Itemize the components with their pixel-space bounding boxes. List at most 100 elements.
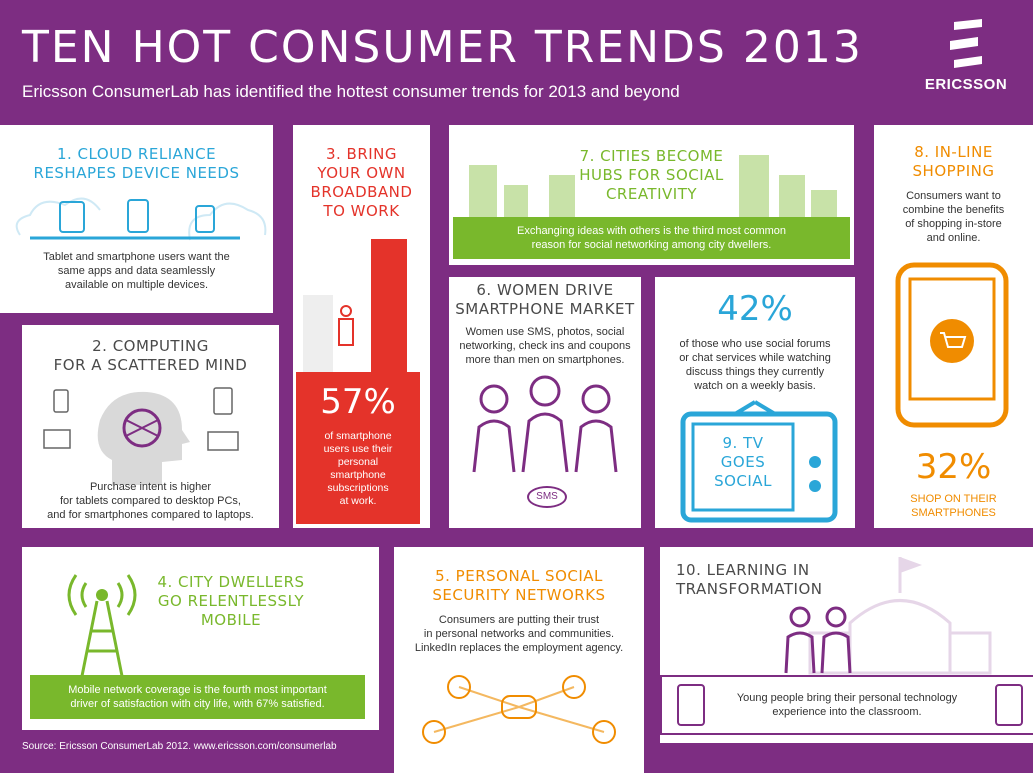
ericsson-logo-icon bbox=[950, 19, 982, 68]
trend-8-title: 8. IN-LINE SHOPPING bbox=[874, 143, 1033, 181]
trend-5-title: 5. PERSONAL SOCIAL SECURITY NETWORKS bbox=[394, 567, 644, 605]
trend-9-body-line: watch on a weekly basis. bbox=[694, 380, 816, 392]
tablet-icon bbox=[677, 684, 705, 726]
social-network-icon bbox=[422, 675, 616, 744]
trend-9-title-line: SOCIAL bbox=[714, 472, 772, 490]
trend-3-stat-line: smartphone bbox=[330, 469, 386, 481]
trend-5-body: Consumers are putting their trust in per… bbox=[394, 613, 644, 655]
trend-3-title-line: 3. BRING bbox=[325, 145, 398, 163]
tv-icon bbox=[680, 400, 838, 523]
trend-8-stat-line: SMARTPHONES bbox=[911, 507, 996, 519]
trend-7-title-line: HUBS FOR SOCIAL bbox=[579, 166, 724, 184]
cell-tower-icon bbox=[67, 574, 137, 677]
trend-9-body: of those who use social forums or chat s… bbox=[655, 337, 855, 393]
trend-8-stat-text: SHOP ON THEIR SMARTPHONES bbox=[874, 492, 1033, 520]
trend-1-card: 1. CLOUD RELIANCE RESHAPES DEVICE NEEDS … bbox=[0, 125, 273, 313]
trend-8-stat-line: SHOP ON THEIR bbox=[910, 493, 997, 505]
trend-3-title: 3. BRING YOUR OWN BROADBAND TO WORK bbox=[293, 145, 430, 221]
trend-2-title: 2. COMPUTING FOR A SCATTERED MIND bbox=[22, 337, 279, 375]
trend-7-title-line: 7. CITIES BECOME bbox=[579, 147, 724, 165]
trend-8-body-line: Consumers want to bbox=[906, 190, 1001, 202]
trend-3-title-line: BROADBAND bbox=[310, 183, 413, 201]
trend-1-title-line: 1. CLOUD RELIANCE bbox=[56, 145, 217, 163]
office-building-icon bbox=[303, 239, 407, 375]
trend-3-stat: 57% bbox=[320, 382, 396, 422]
trend-6-body-line: Women use SMS, photos, social bbox=[465, 326, 625, 338]
trend-6-title-line: SMARTPHONE MARKET bbox=[455, 300, 635, 318]
trend-2-body: Purchase intent is higher for tablets co… bbox=[22, 480, 279, 522]
trend-8-body: Consumers want to combine the benefits o… bbox=[874, 189, 1033, 245]
head-network-icon bbox=[43, 387, 239, 485]
trend-5-title-line: 5. PERSONAL SOCIAL bbox=[435, 567, 603, 585]
trend-4-card: 4. CITY DWELLERS GO RELENTLESSLY MOBILE … bbox=[22, 547, 379, 730]
trend-5-card: 5. PERSONAL SOCIAL SECURITY NETWORKS Con… bbox=[394, 547, 644, 773]
trend-3-stat-line: users use their bbox=[323, 443, 393, 455]
trend-10-body-banner: Young people bring their personal techno… bbox=[660, 675, 1033, 735]
shopping-phone-icon bbox=[895, 262, 1009, 428]
trend-7-body-line: reason for social networking among city … bbox=[531, 239, 772, 251]
trend-3-stat-box: 57% of smartphone users use their person… bbox=[296, 372, 420, 524]
trend-4-body: Mobile network coverage is the fourth mo… bbox=[30, 683, 365, 711]
trend-9-body-line: discuss things they currently bbox=[685, 366, 825, 378]
trend-3-stat-line: subscriptions bbox=[327, 482, 389, 494]
trend-10-body-line: Young people bring their personal techno… bbox=[736, 692, 958, 704]
trend-10-body-line: experience into the classroom. bbox=[772, 706, 922, 718]
trend-5-body-line: Consumers are putting their trust bbox=[438, 614, 600, 626]
trend-9-stat: 42% bbox=[717, 289, 793, 329]
trend-5-body-line: in personal networks and communities. bbox=[423, 628, 615, 640]
trend-4-title-line: MOBILE bbox=[200, 611, 262, 629]
trend-7-title: 7. CITIES BECOME HUBS FOR SOCIAL CREATIV… bbox=[449, 147, 854, 204]
trend-9-body-line: of those who use social forums bbox=[679, 338, 831, 350]
trend-10-body: Young people bring their personal techno… bbox=[702, 691, 992, 719]
trend-1-body-line: Tablet and smartphone users want the bbox=[43, 251, 230, 263]
trend-4-title-line: 4. CITY DWELLERS bbox=[157, 573, 305, 591]
trend-7-card: 7. CITIES BECOME HUBS FOR SOCIAL CREATIV… bbox=[449, 125, 854, 265]
trend-1-body-line: available on multiple devices. bbox=[64, 279, 209, 291]
page-subtitle: Ericsson ConsumerLab has identified the … bbox=[22, 82, 680, 101]
trend-7-body-banner: Exchanging ideas with others is the thir… bbox=[453, 217, 850, 259]
trend-2-body-line: for tablets compared to desktop PCs, bbox=[60, 495, 241, 507]
trend-8-card: 8. IN-LINE SHOPPING Consumers want to co… bbox=[874, 125, 1033, 528]
trend-5-title-line: SECURITY NETWORKS bbox=[432, 586, 606, 604]
trend-9-title: 9. TV GOES SOCIAL bbox=[693, 434, 793, 491]
trend-10-card: 10. LEARNING IN TRANSFORMATION Young peo… bbox=[660, 547, 1033, 743]
students-icon bbox=[784, 606, 852, 674]
trend-4-title: 4. CITY DWELLERS GO RELENTLESSLY MOBILE bbox=[142, 573, 320, 630]
trend-2-body-line: and for smartphones compared to laptops. bbox=[47, 509, 254, 521]
trend-9-body-line: or chat services while watching bbox=[679, 352, 831, 364]
ericsson-logo: ERICSSON bbox=[918, 19, 1014, 93]
trend-9-title-line: GOES bbox=[720, 453, 766, 471]
trend-3-stat-line: at work. bbox=[339, 495, 377, 507]
trend-1-body-line: same apps and data seamlessly bbox=[57, 265, 216, 277]
trend-4-body-line: driver of satisfaction with city life, w… bbox=[70, 698, 325, 710]
logo-wordmark: ERICSSON bbox=[924, 76, 1008, 93]
trend-3-stat-line: personal bbox=[337, 456, 379, 468]
trend-9-title-line: 9. TV bbox=[722, 434, 764, 452]
trend-8-title-line: 8. IN-LINE bbox=[914, 143, 993, 161]
trend-6-body-line: more than men on smartphones. bbox=[465, 354, 625, 366]
trend-3-stat-text: of smartphone users use their personal s… bbox=[296, 430, 420, 508]
trend-6-body: Women use SMS, photos, social networking… bbox=[449, 325, 641, 367]
trend-7-title-line: CREATIVITY bbox=[605, 185, 698, 203]
trend-10-title-line: TRANSFORMATION bbox=[676, 580, 823, 598]
trend-5-body-line: LinkedIn replaces the employment agency. bbox=[414, 642, 624, 654]
trend-9-card: 42% of those who use social forums or ch… bbox=[655, 277, 855, 528]
trend-8-body-line: combine the benefits bbox=[902, 204, 1005, 216]
trend-3-title-line: YOUR OWN bbox=[317, 164, 406, 182]
page-title: TEN HOT CONSUMER TRENDS 2013 bbox=[22, 22, 863, 73]
trend-8-stat: 32% bbox=[915, 447, 992, 487]
trend-10-title: 10. LEARNING IN TRANSFORMATION bbox=[676, 561, 866, 599]
trend-4-body-banner: Mobile network coverage is the fourth mo… bbox=[30, 675, 365, 719]
trend-3-stat-line: of smartphone bbox=[324, 430, 392, 442]
source-note: Source: Ericsson ConsumerLab 2012. www.e… bbox=[22, 741, 337, 752]
trend-8-body-line: of shopping in-store bbox=[905, 218, 1002, 230]
trend-7-body: Exchanging ideas with others is the thir… bbox=[453, 224, 850, 252]
phone-icon bbox=[995, 684, 1023, 726]
trend-1-title-line: RESHAPES DEVICE NEEDS bbox=[33, 164, 240, 182]
trend-6-title-line: 6. WOMEN DRIVE bbox=[476, 281, 614, 299]
trend-1-body: Tablet and smartphone users want the sam… bbox=[0, 250, 273, 292]
trend-2-title-line: 2. COMPUTING bbox=[92, 337, 209, 355]
trend-8-title-line: SHOPPING bbox=[912, 162, 995, 180]
women-icon bbox=[472, 375, 618, 473]
trend-2-title-line: FOR A SCATTERED MIND bbox=[53, 356, 248, 374]
